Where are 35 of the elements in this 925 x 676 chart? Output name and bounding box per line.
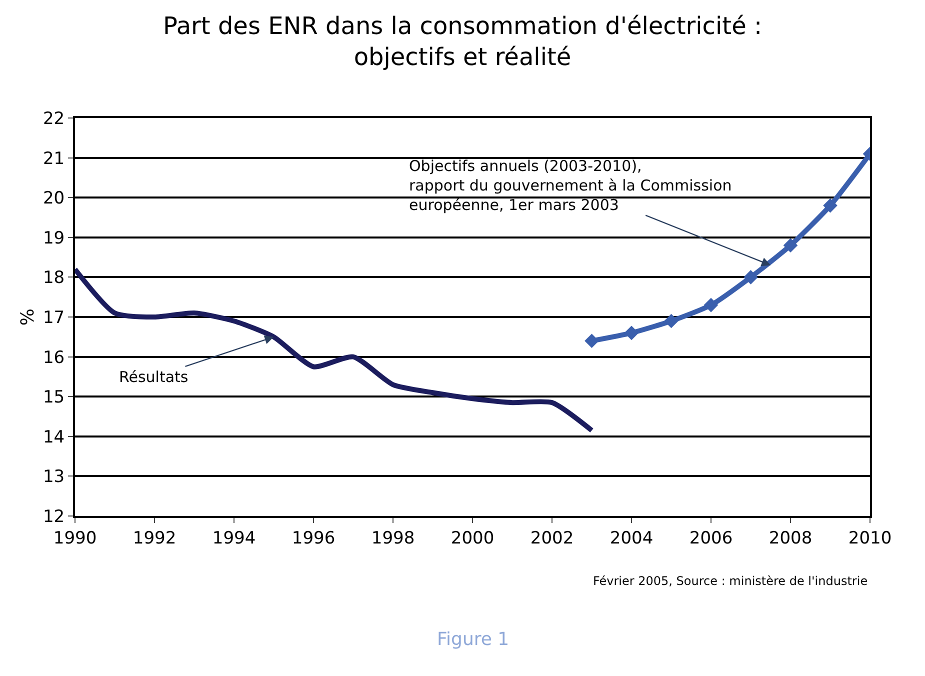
x-tick-label: 1992 [132, 528, 176, 548]
point [744, 270, 758, 284]
y-tick-label: 13 [42, 467, 65, 488]
point [624, 326, 639, 340]
x-tick-label: 1994 [212, 528, 256, 548]
x-tick-label: 2000 [450, 528, 494, 548]
annotation: Résultats [119, 368, 188, 386]
y-axis-title: % [18, 308, 39, 326]
x-tick-label: 2004 [610, 528, 654, 548]
point [584, 334, 599, 348]
point [704, 298, 718, 312]
x-tick-label: 2010 [848, 528, 892, 548]
annotation: Objectifs annuels (2003-2010), rapport du gouvernement à la Commission européenne, 1er mars 2003 [409, 157, 732, 214]
point [783, 238, 798, 253]
y-tick-label: 15 [42, 388, 65, 408]
x-tick-label: 2008 [768, 528, 812, 548]
x-tick-label: 1990 [53, 528, 97, 548]
y-tick-label: 20 [42, 188, 65, 209]
y-tick-label: 22 [42, 108, 65, 129]
y-tick-label: 19 [42, 228, 65, 248]
text: Février 2005, Source : ministère de l'industrie [593, 574, 868, 588]
caption: Figure 1 [437, 629, 510, 650]
point [823, 198, 838, 213]
y-tick-label: 18 [42, 268, 65, 288]
x-tick-label: 2006 [689, 528, 733, 548]
x-tick-label: 1998 [371, 528, 415, 548]
y-tick-label: 16 [42, 348, 65, 368]
y-tick-label: 14 [42, 427, 65, 448]
y-tick-label: 21 [42, 148, 65, 169]
chart-title: Part des ENR dans la consommation d'électricité : objectifs et réalité [162, 12, 762, 71]
x-tick-label: 1996 [292, 528, 336, 548]
x-tick-label: 2002 [530, 528, 574, 548]
point [664, 314, 678, 328]
y-tick-label: 12 [42, 506, 65, 527]
y-tick-label: 17 [42, 308, 65, 328]
